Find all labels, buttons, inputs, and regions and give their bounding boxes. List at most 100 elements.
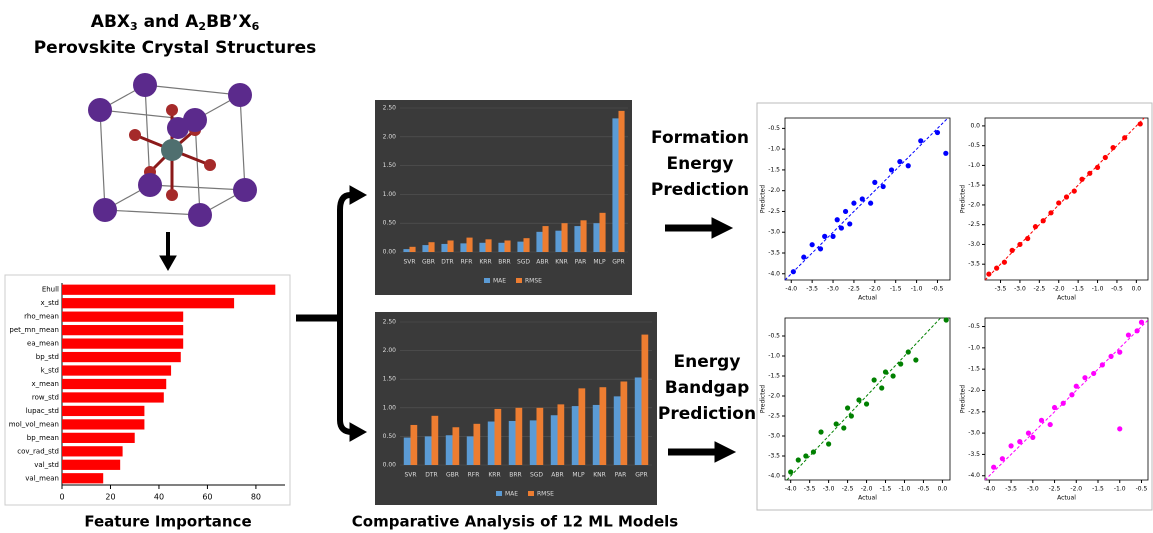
y-tick-label: -1.5: [768, 373, 780, 380]
bar: [485, 239, 492, 252]
bar: [555, 230, 562, 252]
point: [834, 217, 840, 223]
point: [1122, 135, 1128, 141]
formula-part: and A: [138, 12, 200, 32]
arrows: [159, 185, 737, 463]
bar: [409, 246, 416, 252]
y-tick-label: lupac_std: [26, 407, 59, 415]
y-tick-label: -1.0: [968, 344, 980, 351]
point: [833, 421, 839, 427]
point: [842, 208, 849, 215]
y-tick-label: -3.5: [768, 453, 780, 460]
formula-part: ABX: [91, 12, 130, 32]
bar: [62, 446, 123, 457]
bar: [431, 415, 439, 465]
caption: Energy: [667, 154, 734, 174]
point: [1008, 443, 1014, 449]
bar: [445, 435, 453, 465]
bar: [580, 220, 587, 252]
legend-label: MAE: [505, 491, 518, 498]
point: [880, 183, 886, 190]
x-tick-label: 0: [59, 493, 64, 502]
y-tick-label: -0.5: [968, 323, 980, 330]
bar: [574, 226, 581, 252]
bar: [536, 407, 544, 465]
point: [863, 401, 870, 407]
point: [1082, 375, 1088, 381]
point: [898, 361, 904, 367]
bar: [62, 378, 167, 390]
point: [822, 233, 828, 239]
y-tick-label: pet_mn_mean: [9, 326, 59, 334]
y-tick-label: 2.00: [383, 133, 397, 140]
y-tick-label: cov_rad_std: [17, 447, 59, 455]
x-tick-label: PAR: [615, 472, 627, 479]
point: [1094, 164, 1101, 170]
bar: [479, 242, 486, 252]
point: [795, 457, 801, 463]
x-tick-label: GBR: [422, 259, 435, 266]
y-tick-label: -1.0: [768, 353, 780, 360]
feature-frame: [4, 274, 291, 506]
legend-label: MAE: [493, 278, 506, 285]
point: [1017, 241, 1023, 248]
point: [905, 163, 911, 169]
point: [1079, 176, 1085, 182]
legend-swatch: [484, 278, 490, 283]
point: [859, 196, 865, 202]
y-tick-label: -3.5: [968, 261, 980, 268]
reference-line: [984, 117, 1145, 281]
point: [943, 150, 949, 156]
caption: Formation: [651, 128, 749, 148]
point: [905, 349, 911, 355]
y-tick-label: -2.5: [968, 221, 980, 228]
x-tick-label: RFR: [461, 259, 473, 266]
bar: [466, 237, 473, 252]
bar: [578, 388, 586, 465]
bar: [62, 298, 235, 309]
x-tick-label: -1.5: [1092, 486, 1104, 493]
x-tick-label: -3.0: [1027, 486, 1039, 493]
point: [801, 254, 807, 260]
legend-swatch: [528, 491, 534, 496]
x-tick-label: -2.0: [1070, 486, 1082, 493]
y-tick-label: 1.50: [383, 376, 397, 383]
point: [851, 200, 857, 206]
point: [888, 167, 895, 173]
bar: [62, 473, 104, 484]
point: [882, 369, 889, 375]
caption: Bandgap: [665, 378, 750, 398]
y-tick-label: ea_mean: [27, 340, 59, 348]
bar: [473, 423, 481, 465]
y-tick-label: rho_mean: [24, 313, 59, 321]
bar: [504, 240, 511, 252]
x-tick-label: -3.5: [1005, 486, 1017, 493]
x-tick-label: DTR: [441, 259, 453, 266]
y-tick-label: -3.0: [768, 433, 780, 440]
point: [1025, 430, 1032, 436]
point: [826, 441, 832, 447]
y-tick-label: row_std: [32, 393, 59, 401]
x-tick-label: BRR: [509, 472, 521, 479]
y-tick-label: -0.5: [768, 333, 780, 340]
formula-sub: 6: [252, 20, 260, 33]
y-tick-label: -2.5: [768, 413, 780, 420]
x-tick-label: -1.0: [911, 286, 923, 293]
y-tick-label: -1.0: [968, 162, 980, 169]
point: [1030, 434, 1036, 440]
point: [999, 456, 1005, 462]
bar: [410, 424, 418, 465]
x-tick-label: DTR: [425, 472, 437, 479]
point: [1063, 194, 1070, 200]
y-axis-label: Predicted: [760, 385, 767, 413]
bar: [452, 427, 460, 465]
y-tick-label: 0.00: [383, 462, 397, 469]
point: [838, 225, 844, 231]
caption: Feature Importance: [84, 513, 251, 531]
x-axis-label: Actual: [858, 495, 877, 502]
bar: [62, 459, 121, 470]
y-tick-label: -2.5: [968, 408, 980, 415]
bar-bg: [375, 100, 632, 295]
point: [788, 469, 794, 475]
y-tick-label: -3.0: [968, 430, 980, 437]
